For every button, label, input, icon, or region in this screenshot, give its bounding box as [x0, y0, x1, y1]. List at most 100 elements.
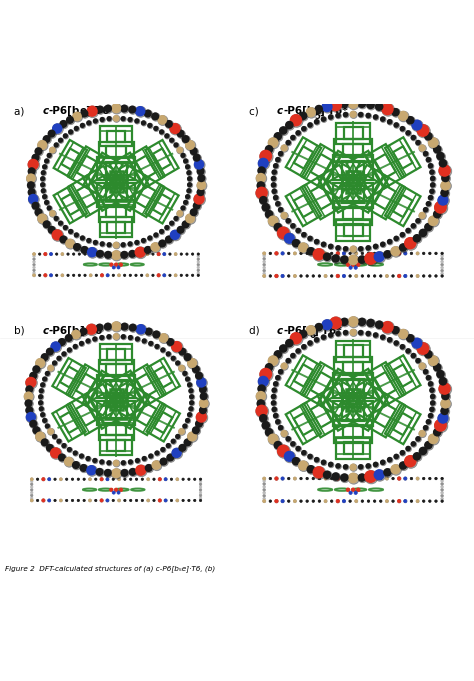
Circle shape	[145, 464, 154, 473]
Circle shape	[412, 452, 421, 460]
Circle shape	[380, 274, 382, 277]
Circle shape	[400, 126, 405, 131]
Circle shape	[43, 136, 52, 144]
Circle shape	[400, 450, 406, 456]
Circle shape	[321, 334, 326, 340]
Circle shape	[121, 460, 126, 465]
Circle shape	[171, 356, 176, 362]
Circle shape	[87, 106, 99, 118]
Circle shape	[298, 242, 308, 253]
Circle shape	[109, 263, 113, 266]
Circle shape	[275, 499, 278, 503]
Circle shape	[422, 274, 425, 277]
Circle shape	[296, 446, 301, 452]
Circle shape	[173, 142, 179, 148]
Circle shape	[348, 255, 359, 266]
Circle shape	[433, 210, 441, 219]
Circle shape	[301, 232, 307, 238]
Circle shape	[295, 130, 301, 136]
Circle shape	[43, 220, 51, 228]
Circle shape	[199, 492, 202, 494]
Circle shape	[275, 477, 278, 480]
Circle shape	[281, 499, 284, 503]
Circle shape	[61, 443, 66, 448]
Circle shape	[397, 274, 401, 278]
Circle shape	[32, 365, 40, 373]
Circle shape	[186, 170, 191, 175]
Circle shape	[301, 344, 307, 349]
Circle shape	[357, 317, 366, 326]
Circle shape	[89, 478, 91, 481]
Circle shape	[358, 247, 364, 252]
Circle shape	[330, 275, 333, 277]
Circle shape	[80, 236, 86, 241]
Circle shape	[42, 377, 48, 382]
Circle shape	[405, 446, 411, 452]
Circle shape	[275, 477, 278, 480]
Circle shape	[59, 236, 67, 244]
Text: -P6[e: -P6[e	[283, 326, 314, 336]
Circle shape	[358, 330, 364, 336]
Circle shape	[61, 351, 66, 357]
Circle shape	[288, 477, 290, 479]
Circle shape	[426, 157, 431, 163]
Circle shape	[426, 157, 432, 163]
Circle shape	[358, 474, 367, 483]
Circle shape	[95, 253, 98, 255]
Circle shape	[58, 138, 64, 144]
Circle shape	[129, 499, 132, 501]
Circle shape	[394, 340, 400, 347]
Circle shape	[429, 387, 436, 394]
Circle shape	[41, 189, 46, 194]
Circle shape	[423, 207, 428, 212]
Circle shape	[262, 421, 270, 430]
Circle shape	[199, 406, 207, 414]
Circle shape	[169, 274, 171, 276]
Circle shape	[428, 355, 438, 366]
Circle shape	[381, 103, 394, 115]
Circle shape	[441, 492, 443, 494]
Circle shape	[134, 240, 139, 245]
Circle shape	[430, 176, 436, 182]
Circle shape	[433, 210, 442, 219]
Circle shape	[24, 392, 33, 401]
Circle shape	[185, 377, 191, 382]
Circle shape	[64, 334, 73, 342]
Circle shape	[128, 106, 137, 114]
Circle shape	[73, 451, 79, 456]
Circle shape	[141, 478, 144, 480]
Text: c: c	[277, 326, 283, 336]
Circle shape	[255, 187, 268, 199]
Circle shape	[440, 180, 451, 191]
Circle shape	[269, 275, 272, 277]
Circle shape	[65, 499, 68, 501]
Circle shape	[404, 252, 407, 255]
Circle shape	[424, 132, 433, 141]
Circle shape	[100, 253, 104, 255]
Circle shape	[285, 436, 291, 442]
Circle shape	[89, 274, 92, 276]
Circle shape	[186, 253, 188, 255]
Circle shape	[318, 477, 321, 480]
Circle shape	[171, 341, 183, 353]
Circle shape	[416, 358, 421, 364]
Circle shape	[128, 468, 137, 476]
Circle shape	[340, 99, 349, 108]
Circle shape	[329, 99, 343, 112]
Circle shape	[199, 486, 202, 488]
Circle shape	[31, 202, 39, 210]
Circle shape	[113, 242, 120, 249]
Circle shape	[41, 353, 49, 361]
Circle shape	[417, 124, 429, 137]
Circle shape	[74, 126, 80, 131]
Circle shape	[331, 472, 340, 481]
Circle shape	[291, 135, 296, 141]
Circle shape	[336, 252, 340, 255]
Circle shape	[61, 274, 64, 277]
Circle shape	[422, 477, 425, 479]
Text: Figure 2  DFT-calculated structures of (a) c-P6[b₅e]·T6, (b): Figure 2 DFT-calculated structures of (a…	[5, 565, 215, 572]
Circle shape	[92, 336, 98, 342]
Circle shape	[169, 221, 175, 226]
Circle shape	[284, 451, 295, 462]
Circle shape	[398, 499, 401, 503]
